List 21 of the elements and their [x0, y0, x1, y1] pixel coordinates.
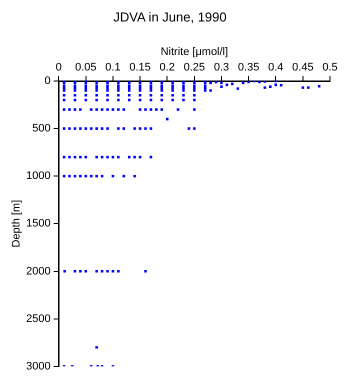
- x-tick-label: 0.1: [105, 61, 121, 74]
- y-tick-label: 2500: [26, 312, 51, 325]
- chart-title: JDVA in June, 1990: [113, 9, 227, 24]
- x-tick-label: 0.15: [129, 61, 151, 74]
- y-axis-title: Depth [m]: [10, 200, 23, 248]
- x-axis-title: Nitrite [μmol/l]: [160, 46, 228, 58]
- x-tick-label: 0.35: [238, 61, 260, 74]
- y-tick-label: 1000: [26, 170, 51, 182]
- x-tick-label: 0: [56, 61, 62, 74]
- x-tick-label: 0.05: [75, 61, 97, 74]
- x-tick-label: 0.5: [322, 61, 338, 74]
- y-tick-label: 500: [32, 122, 51, 135]
- y-tick-label: 1500: [26, 218, 51, 230]
- x-tick-label: 0.4: [268, 61, 284, 74]
- x-tick-label: 0.3: [214, 61, 230, 74]
- x-tick-label: 0.45: [292, 61, 314, 74]
- y-tick-label: 2000: [26, 265, 51, 278]
- y-tick-label: 0: [44, 75, 51, 88]
- x-tick-label: 0.25: [184, 61, 206, 74]
- y-tick-label: 3000: [26, 360, 51, 372]
- x-tick-label: 0.2: [160, 61, 175, 74]
